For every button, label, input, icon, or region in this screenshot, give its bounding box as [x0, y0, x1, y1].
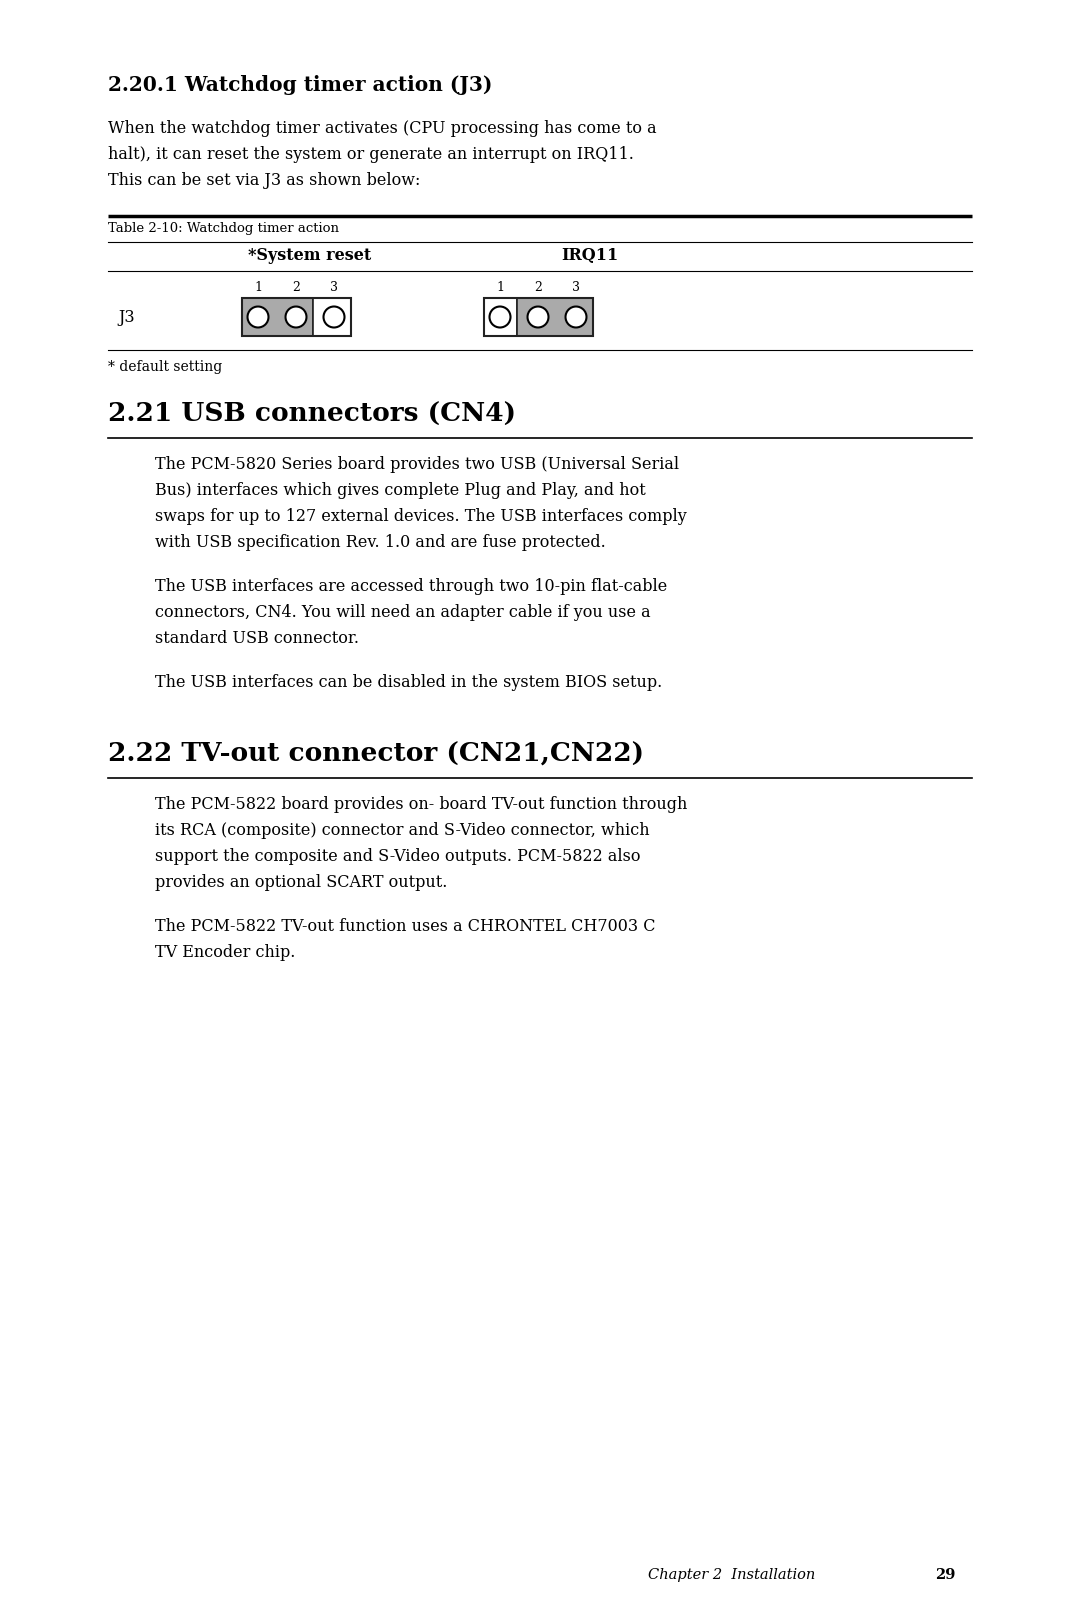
Bar: [484, 298, 516, 337]
Circle shape: [324, 306, 345, 327]
Text: with USB specification Rev. 1.0 and are fuse protected.: with USB specification Rev. 1.0 and are …: [156, 534, 606, 552]
Text: Bus) interfaces which gives complete Plug and Play, and hot: Bus) interfaces which gives complete Plu…: [156, 482, 646, 498]
Text: * default setting: * default setting: [108, 359, 222, 374]
Text: This can be set via J3 as shown below:: This can be set via J3 as shown below:: [108, 172, 420, 189]
Circle shape: [489, 306, 511, 327]
Bar: [242, 298, 351, 337]
Text: Chapter 2  Installation: Chapter 2 Installation: [648, 1568, 815, 1582]
Text: 1: 1: [254, 282, 262, 294]
Text: connectors, CN4. You will need an adapter cable if you use a: connectors, CN4. You will need an adapte…: [156, 604, 650, 621]
Text: 2.20.1 Watchdog timer action (J3): 2.20.1 Watchdog timer action (J3): [108, 74, 492, 95]
Text: The PCM-5822 TV-out function uses a CHRONTEL CH7003 C: The PCM-5822 TV-out function uses a CHRO…: [156, 917, 656, 935]
Text: 3: 3: [330, 282, 338, 294]
Text: its RCA (composite) connector and S-Video connector, which: its RCA (composite) connector and S-Vide…: [156, 822, 650, 840]
Text: *System reset: *System reset: [248, 248, 372, 264]
Bar: [516, 298, 593, 337]
Text: The PCM-5822 board provides on- board TV-out function through: The PCM-5822 board provides on- board TV…: [156, 796, 687, 812]
Text: The USB interfaces are accessed through two 10-pin flat-cable: The USB interfaces are accessed through …: [156, 578, 667, 595]
Text: 2: 2: [535, 282, 542, 294]
Text: swaps for up to 127 external devices. The USB interfaces comply: swaps for up to 127 external devices. Th…: [156, 508, 687, 524]
Text: IRQ11: IRQ11: [562, 248, 619, 264]
Circle shape: [285, 306, 307, 327]
Text: Table 2-10: Watchdog timer action: Table 2-10: Watchdog timer action: [108, 222, 339, 235]
Bar: [312, 298, 351, 337]
Text: 2.21 USB connectors (CN4): 2.21 USB connectors (CN4): [108, 401, 516, 427]
Circle shape: [527, 306, 549, 327]
Text: standard USB connector.: standard USB connector.: [156, 629, 359, 647]
Text: 2: 2: [292, 282, 300, 294]
Text: When the watchdog timer activates (CPU processing has come to a: When the watchdog timer activates (CPU p…: [108, 120, 657, 138]
Text: provides an optional SCART output.: provides an optional SCART output.: [156, 874, 447, 892]
Text: 3: 3: [572, 282, 580, 294]
Text: The USB interfaces can be disabled in the system BIOS setup.: The USB interfaces can be disabled in th…: [156, 675, 662, 691]
Text: 1: 1: [496, 282, 504, 294]
Text: The PCM-5820 Series board provides two USB (Universal Serial: The PCM-5820 Series board provides two U…: [156, 456, 679, 472]
Text: halt), it can reset the system or generate an interrupt on IRQ11.: halt), it can reset the system or genera…: [108, 146, 634, 163]
Text: 2.22 TV-out connector (CN21,CN22): 2.22 TV-out connector (CN21,CN22): [108, 743, 644, 767]
Circle shape: [247, 306, 269, 327]
Text: TV Encoder chip.: TV Encoder chip.: [156, 943, 295, 961]
Bar: [484, 298, 593, 337]
Text: 29: 29: [935, 1568, 956, 1582]
Circle shape: [566, 306, 586, 327]
Bar: [242, 298, 312, 337]
Text: J3: J3: [118, 309, 135, 325]
Text: support the composite and S-Video outputs. PCM-5822 also: support the composite and S-Video output…: [156, 848, 640, 866]
